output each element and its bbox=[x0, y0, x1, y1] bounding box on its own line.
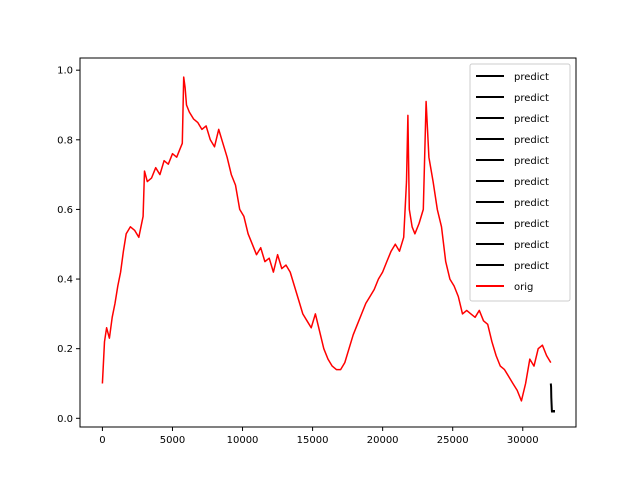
y-tick-label: 0.4 bbox=[57, 275, 73, 286]
y-tick-label: 0.6 bbox=[57, 205, 73, 216]
legend-label: predict bbox=[514, 219, 549, 230]
x-tick-label: 20000 bbox=[367, 435, 399, 446]
x-tick-label: 10000 bbox=[227, 435, 259, 446]
y-tick-label: 1.0 bbox=[57, 66, 73, 77]
legend-label: predict bbox=[514, 177, 549, 188]
legend-label: predict bbox=[514, 261, 549, 272]
x-tick-label: 25000 bbox=[437, 435, 469, 446]
legend-label: predict bbox=[514, 72, 549, 83]
x-axis: 0 5000 10000 15000 20000 25000 30000 bbox=[99, 427, 539, 446]
x-tick-label: 5000 bbox=[160, 435, 185, 446]
y-tick-label: 0.2 bbox=[57, 344, 73, 355]
x-tick-label: 15000 bbox=[297, 435, 329, 446]
legend: predict predict predict predict predict predi… bbox=[469, 63, 571, 302]
y-tick-label: 0.0 bbox=[57, 414, 73, 425]
legend-label: predict bbox=[514, 93, 549, 104]
series-line-orig-10 bbox=[101, 76, 552, 402]
legend-label: predict bbox=[514, 156, 549, 167]
legend-box bbox=[469, 63, 571, 302]
axes-frame bbox=[79, 57, 577, 428]
legend-label: predict bbox=[514, 135, 549, 146]
legend-label: orig bbox=[514, 282, 533, 293]
y-axis: 0.0 0.2 0.4 0.6 0.8 1.0 bbox=[57, 66, 80, 425]
legend-label: predict bbox=[514, 114, 549, 125]
series-layer bbox=[101, 76, 555, 413]
legend-label: predict bbox=[514, 240, 549, 251]
legend-label: predict bbox=[514, 198, 549, 209]
x-tick-label: 30000 bbox=[507, 435, 539, 446]
y-tick-label: 0.8 bbox=[57, 135, 73, 146]
x-tick-label: 0 bbox=[99, 435, 105, 446]
